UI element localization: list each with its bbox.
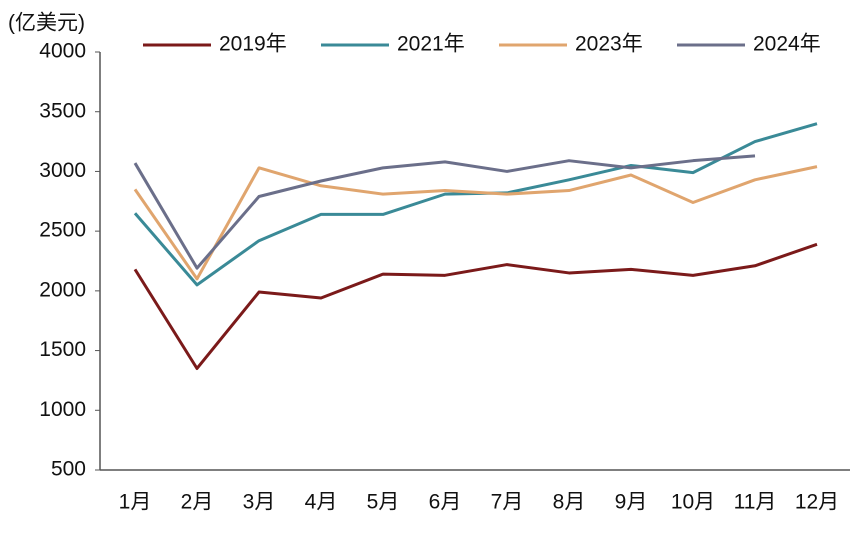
legend-label: 2019年 [219,33,287,56]
x-tick-label: 12月 [795,491,839,514]
x-tick-label: 7月 [491,491,524,514]
series-line [133,242,818,370]
legend-label: 2023年 [575,33,643,56]
legend-label: 2021年 [397,33,465,56]
series-line [133,154,756,270]
x-tick-label: 3月 [243,491,276,514]
y-tick-label: 3000 [39,159,86,182]
y-tick-label: 1500 [39,338,86,361]
legend-label: 2024年 [753,33,821,56]
y-tick-label: 1000 [39,398,86,421]
x-tick-label: 1月 [119,491,152,514]
y-tick-label: 2500 [39,219,86,242]
x-tick-label: 5月 [367,491,400,514]
x-tick-label: 11月 [734,491,777,514]
x-tick-label: 10月 [671,491,715,514]
x-tick-label: 6月 [429,491,462,514]
y-tick-label: 500 [51,458,86,481]
y-tick-label: 3500 [39,99,86,122]
y-tick-label: 2000 [39,278,86,301]
x-tick-label: 8月 [553,491,586,514]
y-axis-label: (亿美元) [8,12,85,35]
x-tick-label: 4月 [305,491,338,514]
x-tick-label: 9月 [615,491,648,514]
x-tick-label: 2月 [181,491,214,514]
series-line [133,165,818,281]
y-tick-label: 4000 [39,40,86,63]
